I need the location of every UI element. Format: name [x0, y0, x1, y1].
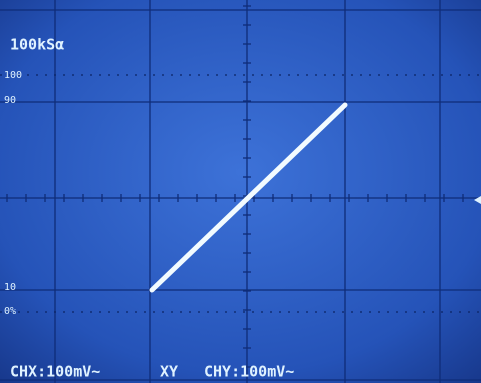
marker-label: 10: [4, 282, 16, 293]
channel-x-status: CHX:100mV~: [10, 363, 100, 381]
channel-y-status: CHY:100mV~: [204, 363, 294, 381]
sample-rate: 100kSα: [10, 36, 64, 54]
marker-label: 0%: [4, 306, 16, 317]
mode-status: XY: [160, 363, 178, 381]
marker-label: 100: [4, 70, 22, 81]
marker-label: 90: [4, 95, 16, 106]
oscilloscope-screen: 100kSα 100 90 10 0% CHX:100mV~ XY CHY:10…: [0, 0, 481, 383]
screen-background: [0, 0, 481, 383]
page: {"screen": {"sample_rate": "100kSα", "ma…: [0, 0, 481, 383]
